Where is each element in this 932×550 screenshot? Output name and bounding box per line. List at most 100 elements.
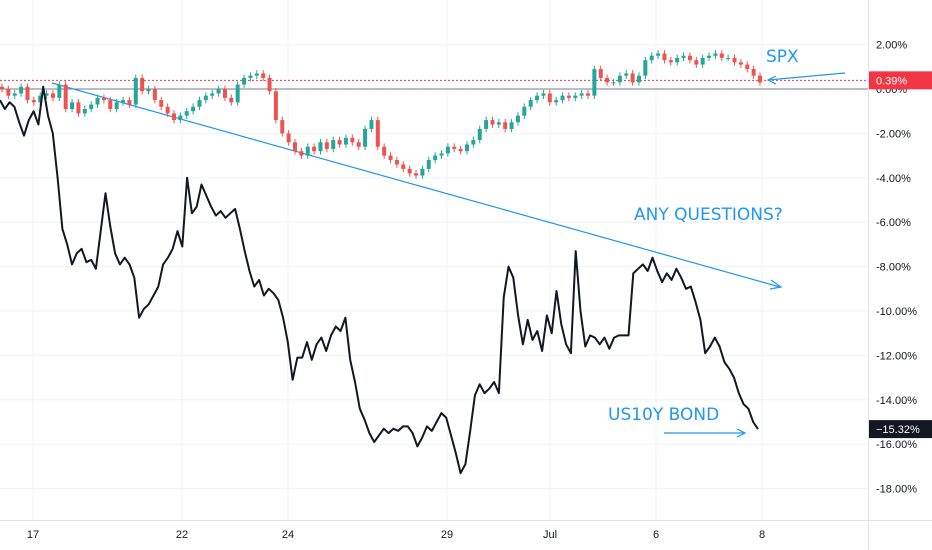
spx-candle [751,65,756,80]
x-tick-label: 29 [441,529,453,541]
y-tick-label: -4.00% [876,173,911,185]
trendline-segment[interactable] [51,82,781,288]
y-tick-label: -2.00% [876,128,911,140]
spx-candle [210,90,215,99]
svg-text:0.39%: 0.39% [876,75,907,87]
spx-candle [0,83,4,93]
spx-candle [375,116,380,151]
spx-candle [745,61,750,73]
x-tick-labels: 17 22 24 29 Jul 6 8 [27,529,765,541]
spx-candle [19,83,24,97]
spx-candle [197,96,202,111]
spx-candle [528,96,533,111]
spx-candle [343,134,348,148]
spx-candle [503,118,508,133]
spx-candle [216,85,221,97]
spx-candle [573,92,578,102]
us10y-line [0,85,759,475]
spx-candle [44,90,49,99]
trendline-arrowhead [769,279,783,290]
y-tick-label: -18.00% [876,484,917,496]
spx-candle [159,96,164,111]
spx-candle [331,136,336,153]
y-tick-label: -14.00% [876,395,917,407]
y-tick-label: 2.00% [876,40,907,52]
x-tick-label: 6 [653,529,659,541]
spx-candle [165,103,170,117]
spx-candle [541,90,546,99]
spx-candle [178,112,183,124]
spx-candle [312,143,317,155]
spx-candle [579,90,584,99]
spx-candle [630,70,635,86]
y-tick-label: -8.00% [876,262,911,274]
spx-arrow [767,72,846,81]
spx-candle [121,96,126,106]
spx-candle [624,70,629,80]
y-tick-label: -10.00% [876,306,917,318]
spx-candle [490,116,495,128]
spx-candle [515,112,520,126]
spx-candle [280,116,285,137]
x-tick-label: 17 [27,529,39,541]
y-tick-label: -16.00% [876,439,917,451]
us10y-series [0,85,759,475]
x-tick-label: 24 [282,529,294,541]
spx-candle [560,92,565,104]
spx-candle [554,96,559,106]
spx-candle [662,50,667,64]
spx-candle [146,85,151,95]
x-tick-label: 22 [176,529,188,541]
spx-candle [133,74,138,108]
x-tick-label: Jul [543,529,557,541]
spx-candle [439,150,444,159]
spx-candle [700,54,705,68]
spx-candle [477,125,482,144]
spx-candle [464,141,469,155]
spx-candle [605,74,610,86]
spx-candle [509,118,514,133]
spx-candle [617,72,622,86]
spx-candle [694,56,699,68]
spx-candle [356,138,361,151]
spx-candle [63,81,68,113]
spx-series [0,50,762,179]
spx-candle [636,72,641,86]
spx-candle [394,156,399,168]
spx-candle [643,56,648,80]
spx-candle [203,92,208,104]
spx-candle [407,165,412,177]
us10y-bond-annotation: US10Y BOND [608,405,719,425]
spx-candle [713,50,718,60]
spx-candle [445,143,450,157]
spx-candle [273,87,278,124]
spx-candle [261,70,266,82]
spx-candle [656,50,661,60]
spx-candle [318,138,323,155]
spx-candle [242,74,247,88]
spx-candle [668,56,673,66]
trendline[interactable] [51,82,783,290]
spx-candle [484,116,489,133]
spx-candle [471,136,476,148]
spx-candle [127,96,132,108]
spx-candle [95,94,100,108]
spx-candle [611,79,616,86]
spx-candle [675,54,680,66]
spx-candle [184,107,189,119]
spx-candle [732,54,737,66]
spx-candle [89,101,94,113]
spx-candle [337,136,342,148]
spx-candle [191,103,196,115]
spx-candle [286,130,291,146]
spx-candle [433,152,438,164]
spx-candle [324,138,329,153]
spx-candle [758,72,762,86]
spx-candle [719,50,724,62]
spx-annotation: SPX [766,47,799,67]
spx-candle [82,105,87,117]
spx-candle [382,143,387,159]
y-tick-labels: 2.00%0.00%-2.00%-4.00%-6.00%-8.00%-10.00… [876,40,917,496]
spx-candle [50,90,55,102]
